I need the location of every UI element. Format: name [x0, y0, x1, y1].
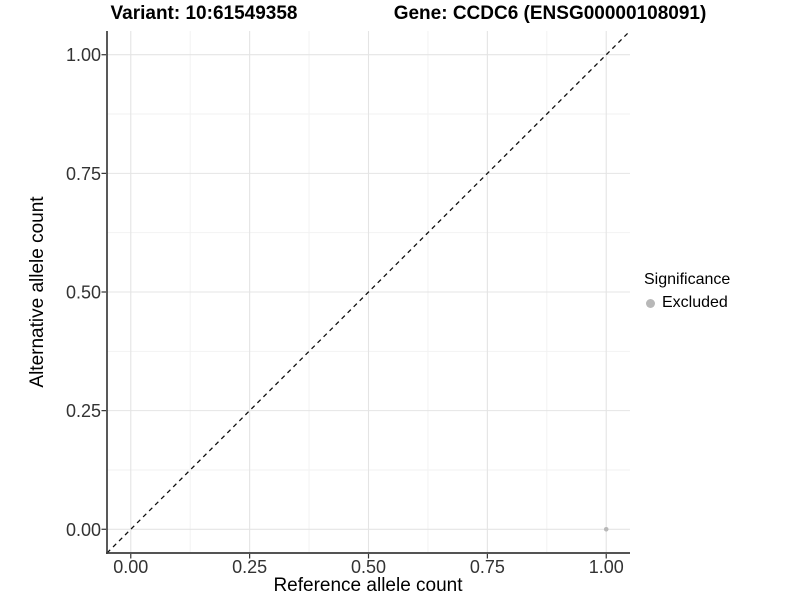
legend-title: Significance — [644, 271, 731, 288]
plot-title-variant: Variant: 10:61549358 — [110, 3, 298, 24]
y-tick-label: 0.50 — [66, 283, 101, 303]
x-tick-label: 0.50 — [351, 557, 386, 577]
identity-dashed-line — [106, 30, 631, 554]
x-axis-title: Reference allele count — [273, 575, 463, 596]
x-tick-label: 0.75 — [470, 557, 505, 577]
y-axis-title: Alternative allele count — [27, 196, 48, 388]
y-tick-label: 0.25 — [66, 401, 101, 421]
x-tick-label: 0.00 — [113, 557, 148, 577]
legend-item-label: Excluded — [662, 294, 728, 311]
x-tick-label: 0.25 — [232, 557, 267, 577]
legend-item-excluded: Excluded — [644, 293, 730, 313]
plot-title-gene: Gene: CCDC6 (ENSG00000108091) — [393, 3, 707, 24]
y-tick-label: 1.00 — [66, 45, 101, 65]
x-tick-label: 1.00 — [589, 557, 624, 577]
y-tick-label: 0.75 — [66, 164, 101, 184]
legend-point-icon — [646, 298, 655, 308]
y-tick-label: 0.00 — [66, 520, 101, 540]
legend: Significance Excluded — [644, 270, 730, 313]
data-point-excluded — [603, 526, 609, 532]
